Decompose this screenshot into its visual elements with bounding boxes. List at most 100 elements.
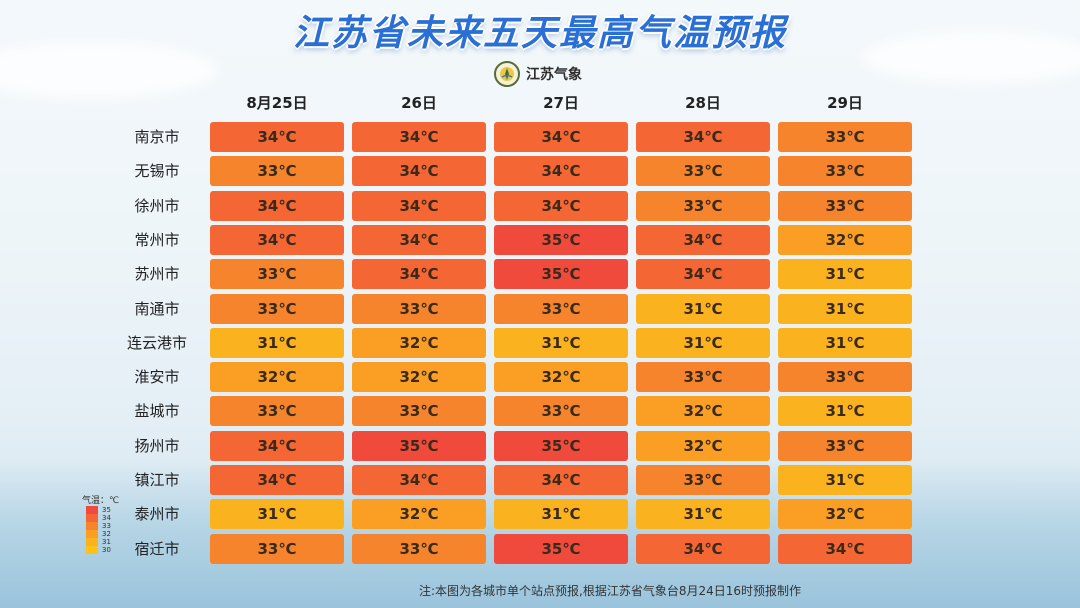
city-label: 无锡市 (134, 162, 180, 180)
temperature-cell: 33℃ (210, 396, 344, 426)
temperature-cell: 31℃ (778, 396, 912, 426)
temperature-cell: 35℃ (494, 534, 628, 564)
temperature-cell: 33℃ (352, 294, 486, 324)
legend-swatch (86, 546, 98, 554)
temperature-cell: 34℃ (352, 259, 486, 289)
city-label: 淮安市 (134, 368, 180, 386)
temperature-cell: 34℃ (636, 122, 770, 152)
footnote: 注:本图为各城市单个站点预报,根据江苏省气象台8月24日16时预报制作 (418, 584, 802, 598)
city-label: 镇江市 (134, 471, 180, 489)
temperature-cell: 32℃ (778, 225, 912, 255)
temperature-cell: 33℃ (636, 156, 770, 186)
city-label: 南京市 (134, 128, 180, 146)
temperature-cell: 31℃ (778, 465, 912, 495)
day-header: 26日 (401, 94, 437, 112)
temperature-cell: 33℃ (636, 191, 770, 221)
city-label: 徐州市 (134, 197, 180, 215)
temperature-cell: 32℃ (494, 362, 628, 392)
temperature-cell: 32℃ (352, 499, 486, 529)
temperature-cell: 34℃ (494, 465, 628, 495)
legend-item: 32 (86, 530, 119, 538)
legend-label: 33 (102, 522, 111, 530)
temperature-cell: 34℃ (352, 191, 486, 221)
legend-label: 32 (102, 530, 111, 538)
temperature-cell: 32℃ (352, 362, 486, 392)
meteorology-emblem-icon (494, 61, 520, 87)
temperature-cell: 34℃ (210, 465, 344, 495)
legend-label: 30 (102, 546, 111, 554)
temperature-cell: 34℃ (210, 122, 344, 152)
temperature-cell: 35℃ (494, 225, 628, 255)
city-label: 扬州市 (134, 437, 180, 455)
temperature-legend: 气温：℃ 35 34 33 32 31 30 (80, 493, 119, 554)
legend-item: 33 (86, 522, 119, 530)
temperature-cell: 31℃ (210, 328, 344, 358)
temperature-cell: 31℃ (636, 499, 770, 529)
temperature-cell: 34℃ (352, 225, 486, 255)
temperature-cell: 35℃ (494, 431, 628, 461)
day-header: 27日 (543, 94, 579, 112)
cloud-decoration (860, 30, 1080, 85)
temperature-cell: 34℃ (210, 225, 344, 255)
legend-label: 31 (102, 538, 111, 546)
temperature-cell: 33℃ (778, 362, 912, 392)
legend-label: 35 (102, 506, 111, 514)
temperature-cell: 33℃ (494, 294, 628, 324)
logo-text: 江苏气象 (526, 67, 582, 83)
page-title: 江苏省未来五天最高气温预报 (292, 13, 787, 54)
day-header: 29日 (827, 94, 863, 112)
temperature-cell: 34℃ (210, 191, 344, 221)
temperature-cell: 34℃ (494, 122, 628, 152)
temperature-cell: 31℃ (210, 499, 344, 529)
temperature-cell: 35℃ (494, 259, 628, 289)
city-label: 盐城市 (134, 402, 180, 420)
temperature-cell: 34℃ (352, 156, 486, 186)
legend-label: 34 (102, 514, 111, 522)
legend-swatch (86, 514, 98, 522)
temperature-cell: 33℃ (778, 191, 912, 221)
cloud-decoration (0, 40, 220, 100)
temperature-cell: 33℃ (494, 396, 628, 426)
temperature-cell: 33℃ (210, 259, 344, 289)
temperature-cell: 32℃ (636, 431, 770, 461)
temperature-cell: 35℃ (352, 431, 486, 461)
temperature-cell: 31℃ (494, 328, 628, 358)
temperature-cell: 33℃ (636, 465, 770, 495)
temperature-cell: 31℃ (494, 499, 628, 529)
legend-item: 31 (86, 538, 119, 546)
temperature-cell: 34℃ (778, 534, 912, 564)
legend-swatch (86, 530, 98, 538)
temperature-cell: 33℃ (352, 534, 486, 564)
temperature-cell: 33℃ (778, 431, 912, 461)
city-label: 宿迁市 (134, 540, 180, 558)
temperature-cell: 33℃ (636, 362, 770, 392)
legend-swatch (86, 522, 98, 530)
legend-swatch (86, 506, 98, 514)
temperature-cell: 32℃ (352, 328, 486, 358)
temperature-cell: 34℃ (636, 225, 770, 255)
day-header: 28日 (685, 94, 721, 112)
temperature-cell: 34℃ (494, 191, 628, 221)
temperature-cell: 31℃ (778, 328, 912, 358)
temperature-cell: 34℃ (494, 156, 628, 186)
legend-item: 34 (86, 514, 119, 522)
temperature-cell: 33℃ (352, 396, 486, 426)
legend-item: 30 (86, 546, 119, 554)
logo: 江苏气象 (494, 61, 582, 87)
temperature-cell: 34℃ (636, 259, 770, 289)
legend-swatch (86, 538, 98, 546)
temperature-cell: 32℃ (636, 396, 770, 426)
city-label: 苏州市 (134, 265, 180, 283)
city-label: 南通市 (134, 300, 180, 318)
temperature-cell: 32℃ (210, 362, 344, 392)
temperature-cell: 31℃ (636, 294, 770, 324)
legend-title: 气温：℃ (82, 496, 120, 506)
temperature-cell: 31℃ (636, 328, 770, 358)
temperature-cell: 34℃ (210, 431, 344, 461)
city-label: 连云港市 (126, 334, 187, 352)
day-header: 8月25日 (246, 94, 308, 112)
temperature-cell: 34℃ (352, 465, 486, 495)
temperature-cell: 31℃ (778, 294, 912, 324)
city-label: 泰州市 (134, 505, 180, 523)
temperature-cell: 32℃ (778, 499, 912, 529)
